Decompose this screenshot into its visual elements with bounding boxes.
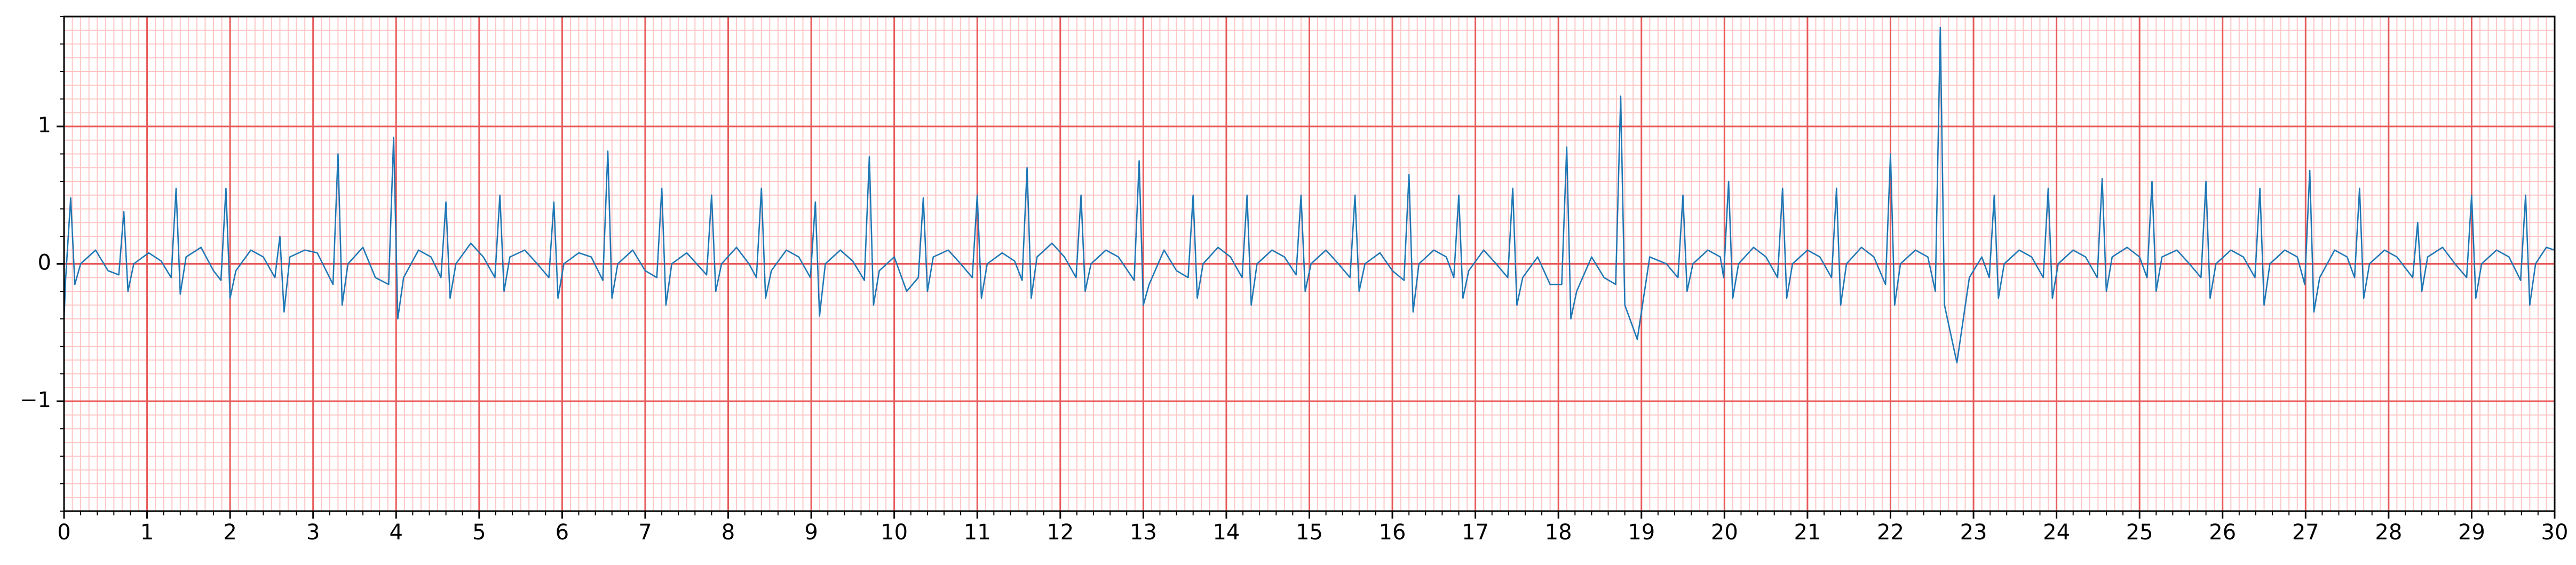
x-tick-label: 19: [1628, 520, 1655, 545]
x-tick-label: 17: [1462, 520, 1489, 545]
x-tick-label: 25: [2126, 520, 2153, 545]
x-tick-label: 16: [1379, 520, 1406, 545]
x-tick-label: 29: [2458, 520, 2485, 545]
plot-frame: [63, 15, 2556, 512]
y-tick-label: 0: [38, 251, 51, 275]
x-tick-label: 6: [556, 520, 569, 545]
x-tick-label: 18: [1545, 520, 1572, 545]
signal-line: [63, 27, 2555, 364]
x-tick-label: 9: [804, 520, 818, 545]
x-tick-label: 10: [881, 520, 908, 545]
axes: 0 1 2 3 4 5 6 7 8 9 10 11 12 13 14 15 16 17 18 19 20 21 22 23 24…: [20, 15, 2569, 545]
x-tick-label: 26: [2209, 520, 2236, 545]
x-tick-label: 5: [472, 520, 486, 545]
x-tick-label: 0: [57, 520, 70, 545]
x-tick-label: 4: [390, 520, 403, 545]
x-tick-label: 13: [1130, 520, 1157, 545]
x-tick-label: 23: [1960, 520, 1987, 545]
plot-area: [63, 27, 2555, 364]
x-tick-label: 8: [722, 520, 735, 545]
x-tick-label: 15: [1296, 520, 1323, 545]
x-tick-label: 27: [2292, 520, 2319, 545]
x-tick-label: 22: [1877, 520, 1904, 545]
x-tick-label: 30: [2541, 520, 2569, 545]
x-tick-label: 7: [638, 520, 652, 545]
x-tick-label: 21: [1794, 520, 1821, 545]
x-tick-label: 3: [306, 520, 320, 545]
x-tick-label: 11: [964, 520, 991, 545]
x-tick-label: 14: [1212, 520, 1240, 545]
x-tick-label: 20: [1711, 520, 1738, 545]
y-tick-label: −1: [20, 388, 51, 412]
x-tick-label: 2: [223, 520, 236, 545]
x-tick-label: 1: [140, 520, 154, 545]
x-tick-label: 28: [2375, 520, 2402, 545]
y-tick-label: 1: [38, 113, 51, 138]
x-tick-label: 12: [1047, 520, 1074, 545]
x-tick-label: 24: [2043, 520, 2070, 545]
